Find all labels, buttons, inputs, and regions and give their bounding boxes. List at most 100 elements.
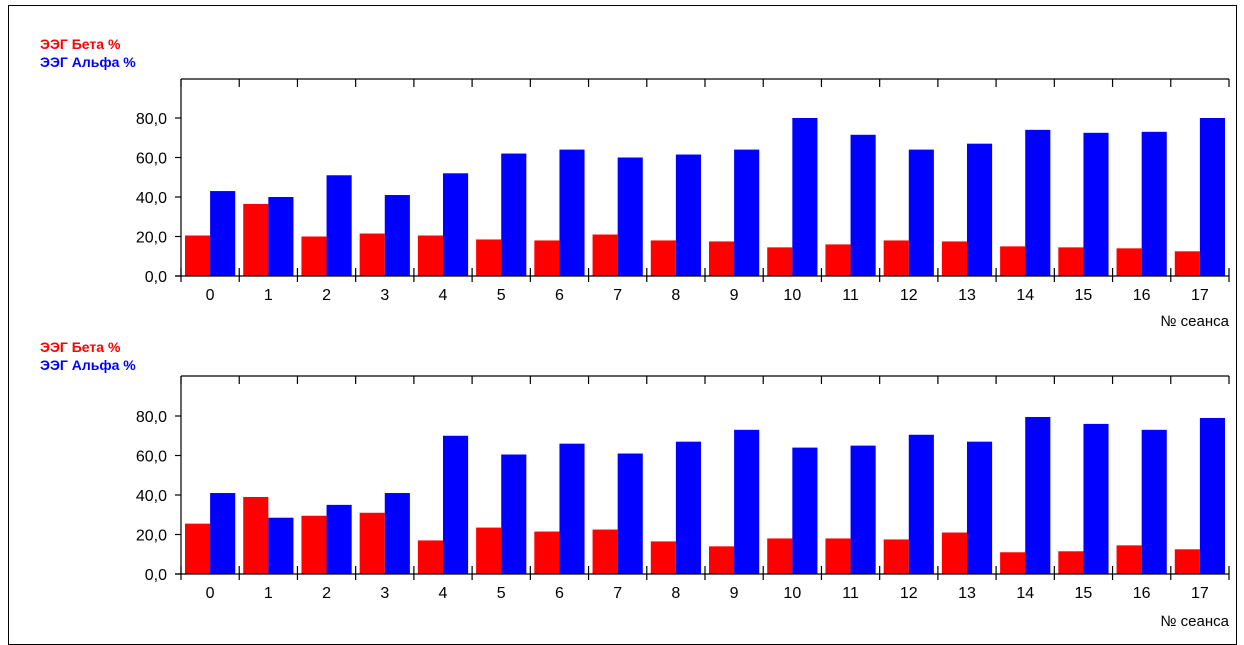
alpha-bar-10: [792, 447, 818, 574]
x-tick-label: 1: [264, 585, 273, 602]
x-axis-label: № сеанса: [1160, 613, 1229, 630]
beta-bar-17: [1174, 251, 1200, 276]
beta-bar-0: [185, 235, 211, 276]
x-tick-label: 2: [322, 287, 331, 304]
alpha-bar-12: [908, 434, 934, 574]
top-chart-marks: 0,020,040,060,080,00 1 2 3 4 5 6 7 8 9 10 11 12 13 14 1…: [136, 78, 1230, 304]
x-tick-label: 9: [730, 585, 739, 602]
alpha-bar-5: [501, 454, 527, 574]
x-tick-label: 16: [1133, 585, 1151, 602]
beta-bar-16: [1116, 248, 1142, 276]
x-tick-label: 15: [1075, 585, 1093, 602]
beta-bar-10: [767, 247, 793, 276]
x-tick-label: 13: [958, 287, 976, 304]
beta-bar-6: [534, 531, 560, 574]
x-tick-label: 10: [783, 585, 801, 602]
x-tick-label: 6: [555, 287, 564, 304]
beta-bar-10: [767, 538, 793, 574]
alpha-bar-14: [1025, 129, 1051, 276]
y-tick-label: 60,0: [136, 449, 167, 466]
beta-bar-9: [709, 241, 735, 276]
bottom-chart-marks: 0,020,040,060,080,00 1 2 3 4 5 6 7 8 9 10 11 12 13 14 1…: [136, 375, 1230, 602]
beta-bar-15: [1058, 551, 1084, 574]
y-tick-label: 60,0: [136, 151, 167, 168]
alpha-bar-8: [675, 441, 701, 574]
x-tick-label: 6: [555, 585, 564, 602]
alpha-bar-13: [967, 441, 993, 574]
alpha-bar-13: [967, 143, 993, 276]
beta-bar-3: [359, 233, 385, 276]
alpha-bar-3: [384, 195, 410, 276]
beta-bar-15: [1058, 247, 1084, 276]
x-tick-label: 16: [1133, 287, 1151, 304]
beta-bar-2: [301, 515, 327, 574]
x-tick-label: 17: [1191, 585, 1209, 602]
alpha-bar-2: [326, 504, 352, 574]
alpha-bar-16: [1141, 131, 1167, 276]
x-tick-label: 12: [900, 585, 918, 602]
x-tick-label: 15: [1075, 287, 1093, 304]
x-tick-label: 11: [842, 585, 859, 602]
x-tick-label: 8: [671, 585, 680, 602]
legend-alpha: ЭЭГ Альфа %: [40, 54, 136, 70]
beta-bar-1: [243, 496, 269, 574]
x-tick-label: 4: [439, 287, 448, 304]
beta-bar-8: [650, 541, 676, 574]
x-tick-label: 5: [497, 585, 506, 602]
beta-bar-4: [417, 235, 443, 276]
beta-bar-13: [941, 532, 967, 574]
alpha-bar-9: [734, 149, 760, 276]
beta-bar-12: [883, 539, 909, 574]
alpha-bar-1: [268, 197, 294, 276]
alpha-bar-8: [675, 154, 701, 276]
y-tick-label: 40,0: [136, 190, 167, 207]
alpha-bar-15: [1083, 132, 1109, 276]
beta-bar-8: [650, 240, 676, 276]
beta-bar-5: [476, 239, 502, 276]
x-tick-label: 10: [783, 287, 801, 304]
alpha-bar-6: [559, 149, 585, 276]
alpha-bar-15: [1083, 423, 1109, 574]
x-tick-label: 14: [1016, 287, 1034, 304]
alpha-bar-14: [1025, 416, 1051, 574]
alpha-bar-11: [850, 134, 876, 276]
bottom-chart: ЭЭГ Бета % ЭЭГ Альфа % 0,0 20,0 40,0 60,0 8 0…: [40, 339, 1230, 630]
beta-bar-11: [825, 538, 851, 574]
y-tick-label: 0,0: [145, 567, 167, 584]
alpha-bar-7: [617, 157, 643, 276]
alpha-bar-6: [559, 443, 585, 574]
alpha-bar-4: [443, 173, 469, 276]
beta-bar-14: [1000, 552, 1026, 574]
x-tick-label: 0: [206, 287, 215, 304]
x-tick-label: 8: [671, 287, 680, 304]
x-tick-label: 1: [264, 287, 273, 304]
y-tick-label: 0,0: [145, 269, 167, 286]
legend-beta: ЭЭГ Бета %: [40, 339, 121, 355]
x-tick-label: 17: [1191, 287, 1209, 304]
alpha-bar-11: [850, 445, 876, 574]
x-tick-label: 7: [613, 287, 622, 304]
beta-bar-17: [1174, 549, 1200, 574]
x-tick-label: 0: [206, 585, 215, 602]
x-tick-label: 2: [322, 585, 331, 602]
alpha-bar-12: [908, 149, 934, 276]
x-tick-label: 7: [613, 585, 622, 602]
alpha-bar-2: [326, 175, 352, 276]
y-tick-label: 20,0: [136, 528, 167, 545]
legend-alpha: ЭЭГ Альфа %: [40, 357, 136, 373]
alpha-bar-4: [443, 435, 469, 574]
x-tick-label: 11: [842, 287, 859, 304]
alpha-bar-1: [268, 517, 294, 574]
beta-bar-5: [476, 527, 502, 574]
x-axis-label: № сеанса: [1160, 313, 1229, 330]
legend-beta: ЭЭГ Бета %: [40, 36, 121, 52]
alpha-bar-7: [617, 453, 643, 574]
alpha-bar-5: [501, 153, 527, 276]
alpha-bar-17: [1199, 417, 1225, 574]
alpha-bar-16: [1141, 429, 1167, 574]
beta-bar-6: [534, 240, 560, 276]
y-tick-label: 40,0: [136, 488, 167, 505]
beta-bar-1: [243, 203, 269, 276]
x-tick-label: 14: [1016, 585, 1034, 602]
